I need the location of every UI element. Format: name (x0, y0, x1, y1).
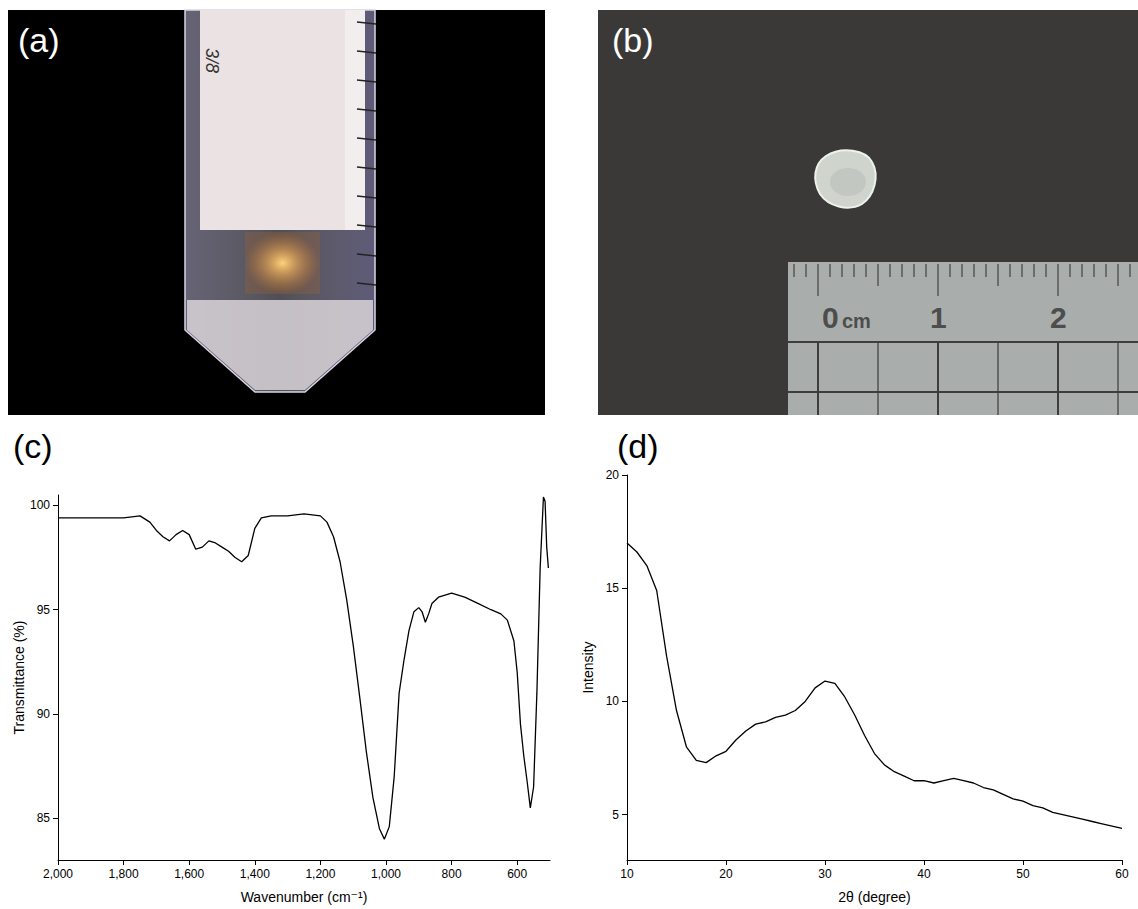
svg-text:40: 40 (917, 867, 931, 881)
svg-text:(a): (a) (18, 21, 60, 59)
svg-text:5: 5 (612, 808, 619, 822)
svg-text:90: 90 (37, 707, 51, 721)
svg-text:1,400: 1,400 (240, 867, 270, 881)
svg-text:(b): (b) (612, 21, 654, 59)
svg-text:50: 50 (1016, 867, 1030, 881)
svg-text:1,600: 1,600 (174, 867, 204, 881)
svg-text:cm: cm (842, 310, 871, 332)
svg-text:1: 1 (930, 301, 947, 334)
svg-text:Wavenumber (cm⁻¹): Wavenumber (cm⁻¹) (241, 889, 368, 905)
svg-text:1,200: 1,200 (305, 867, 335, 881)
svg-text:100: 100 (30, 498, 50, 512)
svg-text:20: 20 (719, 867, 733, 881)
svg-text:2: 2 (1050, 301, 1067, 334)
svg-text:60: 60 (1115, 867, 1129, 881)
svg-text:(c): (c) (13, 427, 53, 465)
svg-text:95: 95 (37, 603, 51, 617)
svg-text:20: 20 (606, 468, 620, 482)
svg-text:1,000: 1,000 (371, 867, 401, 881)
svg-text:Intensity: Intensity (580, 641, 596, 693)
svg-text:3/8: 3/8 (202, 48, 222, 73)
svg-text:(d): (d) (617, 427, 659, 465)
svg-text:10: 10 (620, 867, 634, 881)
svg-text:Transmittance (%): Transmittance (%) (11, 621, 27, 735)
svg-text:15: 15 (606, 581, 620, 595)
svg-text:1,800: 1,800 (109, 867, 139, 881)
svg-text:600: 600 (507, 867, 527, 881)
svg-text:0: 0 (822, 301, 839, 334)
svg-text:10: 10 (606, 694, 620, 708)
svg-text:2,000: 2,000 (43, 867, 73, 881)
svg-text:85: 85 (37, 811, 51, 825)
svg-text:2θ (degree): 2θ (degree) (838, 889, 910, 905)
svg-text:800: 800 (442, 867, 462, 881)
svg-text:30: 30 (818, 867, 832, 881)
